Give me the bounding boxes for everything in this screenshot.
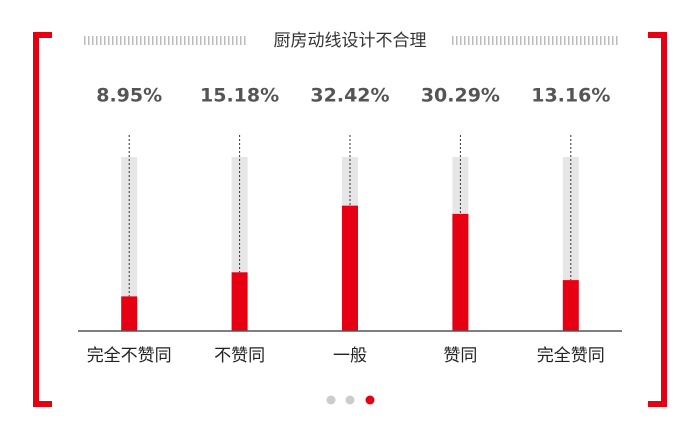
bar bbox=[121, 296, 138, 331]
value-label: 30.29% bbox=[421, 85, 500, 107]
page-dot[interactable] bbox=[326, 395, 336, 405]
bar bbox=[562, 280, 579, 331]
title-hatch-left bbox=[84, 36, 248, 45]
value-label: 15.18% bbox=[200, 85, 279, 107]
title-hatch-right bbox=[452, 36, 618, 45]
left-bracket bbox=[33, 32, 52, 407]
x-tick-label: 一般 bbox=[333, 346, 367, 366]
page-dot[interactable] bbox=[345, 395, 355, 405]
x-tick-label: 完全不赞同 bbox=[87, 346, 172, 366]
right-bracket bbox=[648, 32, 667, 407]
page-dot-active[interactable] bbox=[365, 395, 375, 405]
value-label: 13.16% bbox=[531, 85, 610, 107]
bar bbox=[342, 205, 358, 331]
chart-title: 厨房动线设计不合理 bbox=[274, 31, 427, 51]
x-tick-label: 完全赞同 bbox=[537, 346, 605, 366]
x-tick-label: 不赞同 bbox=[214, 346, 265, 366]
x-tick-label: 赞同 bbox=[443, 346, 477, 366]
bar bbox=[231, 272, 248, 331]
value-label: 32.42% bbox=[310, 85, 389, 107]
bar bbox=[452, 213, 469, 331]
value-label: 8.95% bbox=[96, 85, 162, 107]
